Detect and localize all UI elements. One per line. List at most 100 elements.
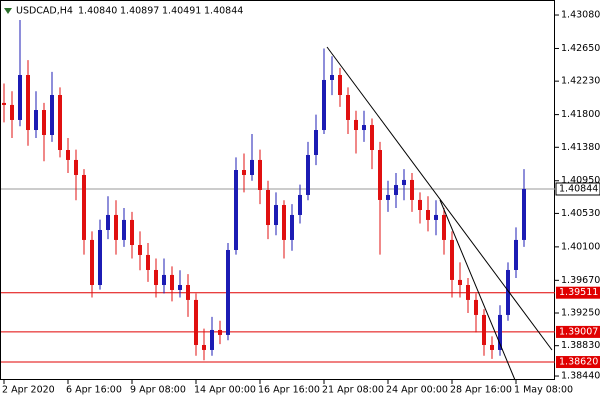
- y-tick-label: 1.42230: [561, 76, 600, 87]
- candle-body: [42, 110, 46, 135]
- y-tick-label: 1.41380: [561, 142, 600, 153]
- candle-body: [378, 150, 382, 200]
- candle-body: [266, 190, 270, 226]
- candle-body: [114, 214, 118, 240]
- header-value: 1.40840: [78, 6, 117, 17]
- trend-line: [326, 46, 553, 351]
- candle-body: [138, 245, 142, 255]
- candle-body: [154, 269, 158, 285]
- level-label: 1.39511: [559, 287, 598, 298]
- candle-body: [210, 329, 214, 350]
- candle-body: [346, 95, 350, 120]
- level-box: [556, 356, 600, 369]
- candle-body: [146, 254, 150, 270]
- candle-body: [202, 344, 206, 350]
- candle-body: [34, 110, 38, 131]
- candle-body: [306, 154, 310, 195]
- x-tick-label: 9 Apr 08:00: [130, 385, 186, 396]
- trend-line: [439, 199, 516, 381]
- candle-body: [74, 159, 78, 175]
- candle-body: [498, 314, 502, 350]
- y-tick-label: 1.41800: [561, 109, 600, 120]
- x-tick-label: 21 Apr 08:00: [322, 385, 384, 396]
- x-tick-label: 6 Apr 16:00: [66, 385, 122, 396]
- candle-body: [514, 239, 518, 270]
- candle-body: [338, 75, 342, 95]
- candle-body: [330, 75, 334, 80]
- candle-body: [362, 125, 366, 131]
- candle-body: [66, 150, 70, 160]
- candle-body: [522, 188, 526, 240]
- candle-body: [218, 329, 222, 335]
- current-price-box: [555, 182, 600, 196]
- header-value: 1.40844: [204, 6, 243, 17]
- candle-body: [58, 95, 62, 151]
- y-tick-label: 1.38440: [561, 371, 600, 382]
- candle-body: [394, 185, 398, 195]
- header-value: 1.40897: [120, 6, 159, 17]
- x-tick-label: 16 Apr 16:00: [258, 385, 320, 396]
- candle-body: [194, 299, 198, 345]
- candle-body: [122, 219, 126, 240]
- y-tick-label: 1.39250: [561, 308, 600, 319]
- candle-body: [250, 159, 254, 175]
- x-tick-label: 14 Apr 00:00: [194, 385, 256, 396]
- candle-body: [282, 205, 286, 240]
- candle-body: [26, 75, 30, 131]
- candle-body: [482, 314, 486, 345]
- y-tick-label: 1.43080: [561, 10, 600, 21]
- candle-body: [474, 299, 478, 315]
- candle-body: [258, 159, 262, 190]
- y-tick-label: 1.39670: [561, 275, 600, 286]
- candle-body: [322, 79, 326, 131]
- level-box: [556, 325, 600, 338]
- candle-body: [50, 95, 54, 135]
- candle-body: [290, 214, 294, 240]
- candle-body: [130, 219, 134, 246]
- y-tick-label: 1.38830: [561, 340, 600, 351]
- candle-body: [490, 344, 494, 350]
- candle-body: [162, 274, 166, 285]
- candle-body: [2, 102, 6, 105]
- candle-body: [458, 279, 462, 285]
- candle-body: [314, 130, 318, 155]
- candle-body: [298, 194, 302, 215]
- candle-body: [10, 104, 14, 120]
- x-tick-label: 2 Apr 2020: [2, 385, 55, 396]
- candle-body: [90, 239, 94, 285]
- candle-body: [98, 229, 102, 285]
- candle-body: [434, 214, 438, 220]
- y-tick-label: 1.40530: [561, 208, 600, 219]
- candle-body: [274, 205, 278, 226]
- level-label: 1.39007: [559, 326, 598, 337]
- candle-body: [178, 285, 182, 290]
- y-tick-label: 1.40950: [561, 175, 600, 186]
- candle-body: [242, 170, 246, 175]
- candle-body: [442, 214, 446, 240]
- candle-body: [402, 179, 406, 186]
- plot-frame: [0, 0, 555, 380]
- candle-body: [450, 239, 454, 280]
- candle-body: [234, 170, 238, 250]
- current-price-label: 1.40844: [559, 183, 598, 194]
- candle-body: [18, 75, 22, 120]
- symbol-icon[interactable]: [4, 8, 12, 14]
- candle-body: [226, 249, 230, 335]
- candle-body: [82, 174, 86, 240]
- x-tick-label: 24 Apr 00:00: [386, 385, 448, 396]
- level-box: [556, 286, 600, 299]
- level-label: 1.38620: [559, 357, 598, 368]
- candle-body: [466, 285, 470, 300]
- candle-body: [354, 119, 358, 131]
- candle-body: [410, 179, 414, 200]
- candle-body: [426, 209, 430, 220]
- candle-body: [186, 285, 190, 300]
- y-tick-label: 1.42650: [561, 43, 600, 54]
- candle-body: [506, 269, 510, 315]
- x-tick-label: 28 Apr 16:00: [450, 385, 512, 396]
- chart-title: USDCAD,H4: [16, 6, 73, 17]
- y-tick-label: 1.40100: [561, 241, 600, 252]
- header-value: 1.40491: [162, 6, 201, 17]
